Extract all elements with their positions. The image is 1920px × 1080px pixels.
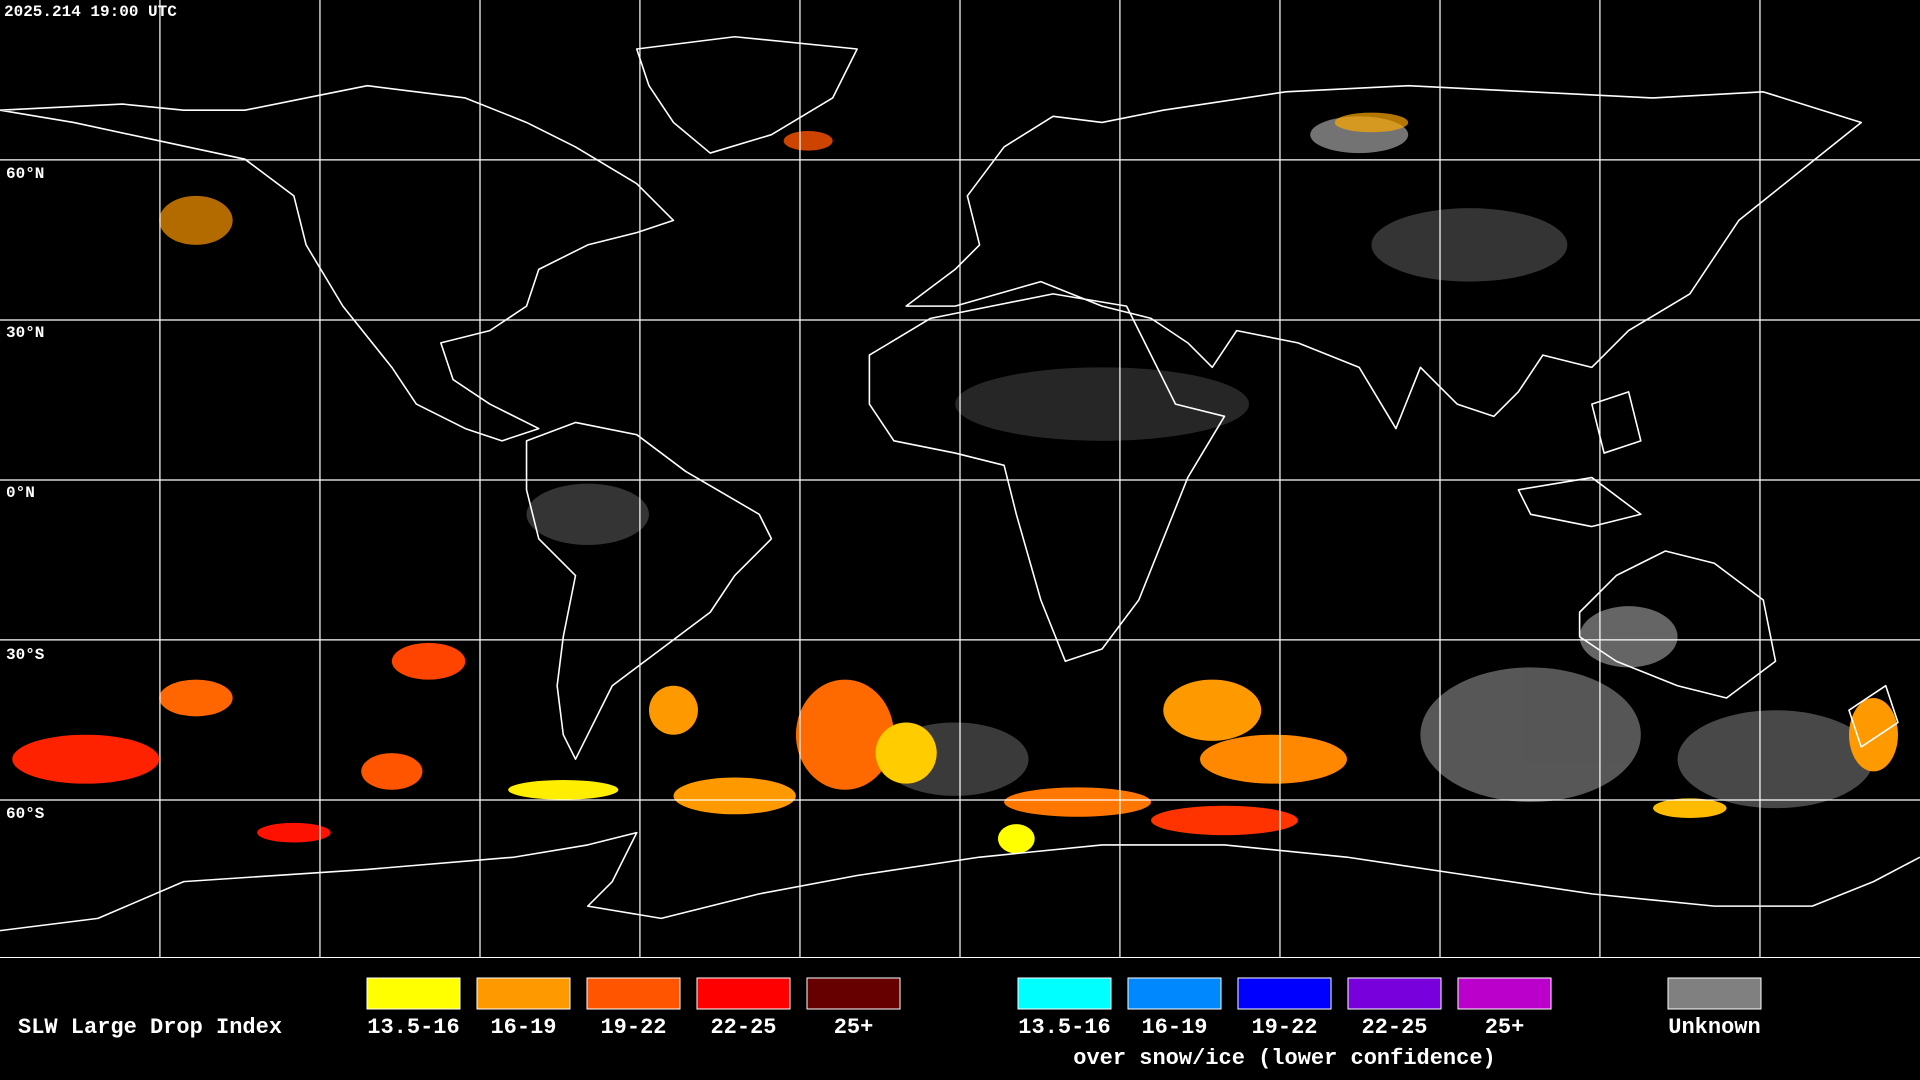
legend-label: Unknown [1668, 1015, 1760, 1040]
legend-label: 16-19 [490, 1015, 556, 1040]
legend-label: 19-22 [1251, 1015, 1317, 1040]
legend-swatch [696, 977, 791, 1010]
map [0, 0, 1920, 958]
slw-field [12, 112, 1898, 854]
legend-label: 13.5-16 [1018, 1015, 1110, 1040]
legend-swatch [586, 977, 681, 1010]
legend-swatch [1127, 977, 1222, 1010]
legend-label: 19-22 [600, 1015, 666, 1040]
latitude-label: 60°S [6, 805, 45, 823]
legend-label: 22-25 [1361, 1015, 1427, 1040]
legend-swatch [1457, 977, 1552, 1010]
legend-swatch [1347, 977, 1442, 1010]
cloud-field [526, 116, 1874, 809]
legend-swatch [806, 977, 901, 1010]
legend-label: 22-25 [710, 1015, 776, 1040]
latitude-label: 30°N [6, 324, 44, 342]
legend-swatch [476, 977, 571, 1010]
legend-label: 16-19 [1141, 1015, 1207, 1040]
timestamp: 2025.214 19:00 UTC [4, 3, 177, 21]
latitude-label: 0°N [6, 484, 35, 502]
graticule [0, 0, 1920, 958]
legend: 13.5-16 16-19 19-22 22-25 25+ 13.5-16 16-19 19-… [366, 977, 1762, 1071]
latitude-label: 60°N [6, 165, 44, 183]
latitude-label: 30°S [6, 646, 45, 664]
legend-label: 25+ [834, 1015, 874, 1040]
legend-label: 13.5-16 [367, 1015, 459, 1040]
legend-swatch [1017, 977, 1112, 1010]
legend-swatch [1667, 977, 1762, 1010]
legend-swatch [366, 977, 461, 1010]
latitude-labels: 60°N 30°N 0°N 30°S 60°S [6, 165, 45, 823]
legend-label: 25+ [1485, 1015, 1525, 1040]
legend-title: SLW Large Drop Index [18, 1015, 282, 1040]
legend-swatch [1237, 977, 1332, 1010]
legend-caption: over snow/ice (lower confidence) [1073, 1046, 1495, 1071]
